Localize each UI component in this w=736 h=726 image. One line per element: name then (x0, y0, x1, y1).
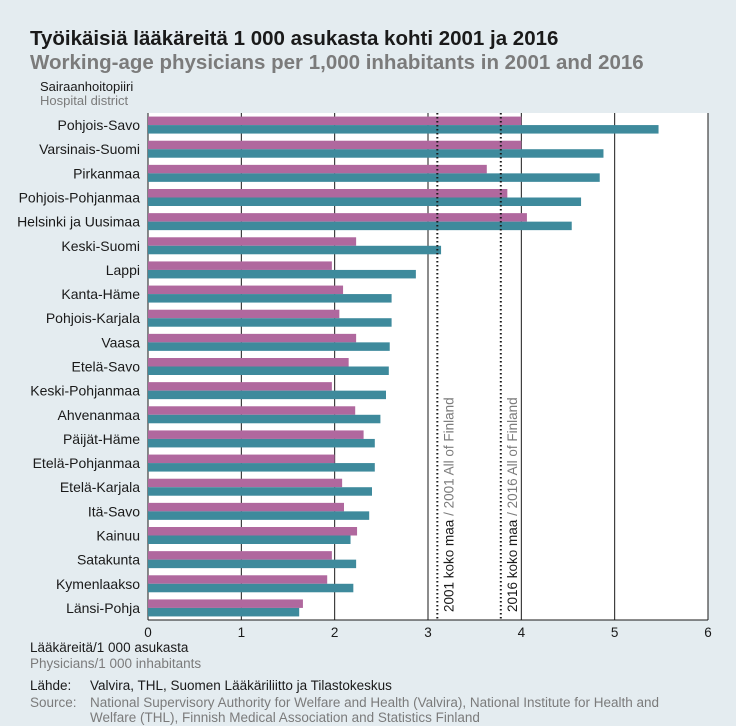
category-label: Keski-Suomi (61, 238, 140, 254)
reference-label-fi: 2016 koko maa (505, 519, 520, 612)
bar-2001 (148, 140, 522, 150)
source-text-fi: Valvira, THL, Suomen Lääkäriliitto ja Ti… (90, 678, 392, 693)
category-label: Helsinki ja Uusimaa (17, 214, 140, 230)
bar-2016 (148, 269, 416, 279)
source-label-fi: Lähde: (30, 678, 72, 693)
reference-line-label: 2016 koko maa / 2016 All of Finland (505, 397, 520, 612)
reference-label-fi: 2001 koko maa (441, 519, 456, 612)
category-label: Varsinais-Suomi (39, 141, 140, 157)
category-label: Satakunta (77, 552, 140, 568)
value-axis-label-fi: Lääkäreitä/1 000 asukasta (30, 640, 189, 655)
category-label: Pohjois-Karjala (46, 310, 140, 326)
x-tick-label: 3 (424, 625, 432, 640)
category-label: Keski-Pohjanmaa (30, 383, 140, 399)
reference-label-en: / 2016 All of Finland (505, 397, 520, 519)
category-label: Pohjois-Pohjanmaa (19, 190, 141, 206)
x-tick-label: 1 (238, 625, 246, 640)
bar-2016 (148, 535, 351, 544)
bar-2016 (148, 221, 572, 231)
bar-2001 (148, 575, 328, 584)
bar-2001 (148, 261, 332, 270)
bar-2001 (148, 502, 344, 512)
chart-subtitle: Working-age physicians per 1,000 inhabit… (30, 51, 644, 74)
category-axis-label-en: Hospital district (40, 93, 129, 108)
value-axis-label-en: Physicians/1 000 inhabitants (30, 656, 202, 671)
x-tick-label: 2 (331, 625, 339, 640)
bar-2001 (148, 213, 527, 222)
bar-2016 (148, 149, 604, 158)
bar-2001 (148, 430, 364, 439)
source-label-en: Source: (30, 695, 77, 710)
category-label: Itä-Savo (88, 503, 140, 519)
bar-2016 (148, 438, 375, 448)
category-label: Kainuu (96, 528, 140, 544)
bar-2001 (148, 551, 332, 560)
bar-2016 (148, 318, 392, 327)
bar-2016 (148, 583, 354, 593)
bar-chart: 0 1 2 3 4 5 6 Pohjois-Savo Varsinais-Suomi Pirkan… (17, 113, 712, 640)
bar-2016 (148, 559, 357, 569)
bar-2016 (148, 607, 300, 617)
bar-2001 (148, 406, 356, 415)
bar-2001 (148, 454, 335, 464)
bar-2001 (148, 285, 344, 295)
category-label: Etelä-Karjala (60, 479, 140, 495)
bar-2001 (148, 599, 303, 608)
bar-2001 (148, 164, 487, 174)
x-tick-label: 4 (518, 625, 526, 640)
category-label: Etelä-Pohjanmaa (33, 455, 141, 471)
bar-2001 (148, 333, 357, 343)
bar-2001 (148, 237, 357, 246)
category-label: Kanta-Häme (61, 286, 140, 302)
bar-2016 (148, 173, 600, 182)
bar-2016 (148, 390, 386, 400)
bar-2016 (148, 342, 390, 351)
bar-2016 (148, 125, 659, 134)
category-label: Ahvenanmaa (57, 407, 140, 423)
chart-title: Työikäisiä lääkäreitä 1 000 asukasta koh… (30, 27, 559, 50)
category-label: Pirkanmaa (73, 165, 140, 181)
bar-2016 (148, 245, 442, 255)
category-label: Kymenlaakso (56, 576, 140, 592)
x-tick-label: 5 (611, 625, 619, 640)
category-label: Länsi-Pohja (66, 600, 140, 616)
bar-2001 (148, 382, 332, 391)
category-label: Lappi (106, 262, 140, 278)
category-label: Etelä-Savo (72, 359, 141, 375)
bar-2001 (148, 478, 343, 488)
bar-2016 (148, 487, 372, 496)
bar-2001 (148, 116, 522, 126)
bar-2001 (148, 189, 508, 198)
bar-2001 (148, 527, 358, 536)
reference-line-label: 2001 koko maa / 2001 All of Finland (441, 397, 456, 612)
category-label: Pohjois-Savo (58, 117, 141, 133)
bar-2016 (148, 414, 381, 424)
category-axis-label-fi: Sairaanhoitopiiri (40, 79, 134, 94)
x-tick-label: 0 (144, 625, 152, 640)
bar-2016 (148, 197, 582, 206)
bar-2016 (148, 294, 392, 303)
category-label: Vaasa (101, 334, 140, 350)
source-text-en: National Supervisory Authority for Welfa… (90, 695, 660, 725)
bar-2016 (148, 511, 370, 520)
bar-2001 (148, 358, 349, 367)
source-fi: Lähde: Valvira, THL, Suomen Lääkäriliitto… (30, 678, 392, 693)
x-tick-label: 6 (704, 625, 712, 640)
bar-2016 (148, 366, 389, 375)
category-label: Päijät-Häme (63, 431, 140, 447)
reference-label-en: / 2001 All of Finland (441, 397, 456, 519)
bar-2001 (148, 309, 340, 319)
bar-2016 (148, 463, 375, 472)
source-en: Source: National Supervisory Authority fo… (30, 695, 690, 725)
